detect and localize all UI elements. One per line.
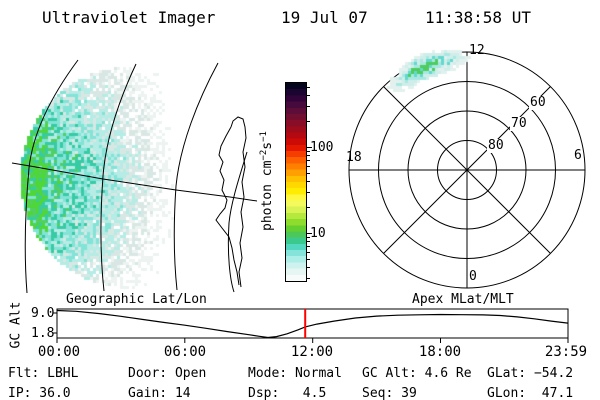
status-door: Door: Open bbox=[128, 366, 207, 381]
meridian-line-1 bbox=[24, 59, 79, 294]
observation-time: 11:38:58 UT bbox=[425, 8, 531, 27]
colorbar-tick-50 bbox=[307, 172, 310, 174]
colorbar-tick-3 bbox=[307, 278, 310, 279]
status-seq: Seq: 39 bbox=[362, 386, 417, 400]
colorbar-tick-90 bbox=[307, 150, 310, 152]
mlt-label-0: 0 bbox=[469, 269, 477, 284]
colorbar-unit-label: photon cm−2s−1 bbox=[259, 131, 275, 231]
mlt-label-6: 6 bbox=[574, 148, 582, 163]
observation-date: 19 Jul 07 bbox=[281, 8, 368, 27]
meridian-line-3 bbox=[173, 62, 219, 291]
status-glat: GLat: −54.2 bbox=[487, 366, 574, 381]
meridian-line-4 bbox=[227, 151, 248, 293]
xtick-1200: 12:00 bbox=[290, 344, 334, 360]
colorbar-tick-label-100: 100 bbox=[310, 140, 334, 155]
colorbar-tick-400 bbox=[307, 95, 310, 97]
colorbar-tick-9 bbox=[307, 236, 310, 238]
colorbar-tick-80 bbox=[307, 155, 310, 157]
caption-apex: Apex MLat/MLT bbox=[412, 292, 514, 307]
status-gain: Gain: 14 bbox=[128, 386, 191, 400]
colorbar-tick-label-10: 10 bbox=[310, 226, 326, 241]
mlt-label-18: 18 bbox=[346, 150, 362, 165]
gc-alt-plot bbox=[53, 308, 569, 343]
gc-alt-curve bbox=[56, 309, 568, 339]
coastline-east bbox=[230, 116, 247, 288]
colorbar-unit-exp2: −1 bbox=[258, 131, 269, 142]
mlt-label-12: 12 bbox=[469, 43, 485, 58]
colorbar-tick-4 bbox=[307, 267, 310, 269]
status-filter: Flt: LBHL bbox=[8, 366, 79, 381]
gc-alt-ylabel: GC Alt bbox=[8, 301, 24, 349]
status-ip: IP: 36.0 bbox=[8, 386, 71, 400]
colorbar-tick-30 bbox=[307, 192, 310, 193]
colorbar-unit-s: s bbox=[260, 141, 276, 150]
gc-alt-frame bbox=[56, 308, 569, 339]
status-mode: Mode: Normal bbox=[248, 366, 342, 381]
colorbar-tick-100 bbox=[307, 147, 312, 148]
colorbar-tick-20 bbox=[307, 207, 310, 209]
mlat-label-80: 80 bbox=[487, 138, 505, 153]
meridian-line-2 bbox=[100, 63, 137, 292]
colorbar-tick-60 bbox=[307, 166, 310, 168]
colorbar-gradient bbox=[285, 82, 307, 282]
xtick-2359: 23:59 bbox=[544, 344, 588, 360]
colorbar-unit-prefix: photon cm bbox=[260, 160, 276, 231]
status-glon: GLon: 47.1 bbox=[487, 386, 574, 400]
xtick-1800: 18:00 bbox=[418, 344, 462, 360]
colorbar-tick-7 bbox=[307, 246, 310, 248]
app-title: Ultraviolet Imager bbox=[42, 8, 216, 27]
mlat-label-70: 70 bbox=[510, 116, 528, 131]
colorbar-tick-200 bbox=[307, 121, 310, 123]
colorbar-tick-10 bbox=[307, 233, 312, 234]
status-gc-alt: GC Alt: 4.6 Re bbox=[362, 366, 472, 381]
latitude-line bbox=[11, 162, 258, 202]
apex-aurora-patch bbox=[330, 40, 595, 295]
geographic-grid bbox=[11, 59, 258, 294]
gc-alt-curve-group bbox=[53, 309, 569, 343]
geographic-disk-image bbox=[0, 40, 260, 295]
gc-alt-ytick-9: 9.0 bbox=[31, 306, 55, 321]
colorbar-tick-8 bbox=[307, 241, 310, 243]
coastline-west bbox=[215, 126, 240, 286]
gc-alt-ytick-1-8: 1.8 bbox=[31, 326, 55, 341]
xtick-0000: 00:00 bbox=[37, 344, 81, 360]
status-dsp: Dsp: 4.5 bbox=[248, 386, 327, 400]
caption-geographic: Geographic Lat/Lon bbox=[66, 292, 207, 307]
mlat-label-60: 60 bbox=[529, 95, 547, 110]
colorbar-tick-300 bbox=[307, 106, 310, 107]
colorbar-tick-40 bbox=[307, 181, 310, 183]
colorbar-tick-6 bbox=[307, 252, 310, 254]
colorbar-tick-500 bbox=[307, 86, 310, 88]
colorbar-tick-70 bbox=[307, 160, 310, 162]
colorbar-unit-exp1: −2 bbox=[258, 149, 269, 161]
xtick-0600: 06:00 bbox=[163, 344, 207, 360]
colorbar-tick-5 bbox=[307, 258, 310, 260]
